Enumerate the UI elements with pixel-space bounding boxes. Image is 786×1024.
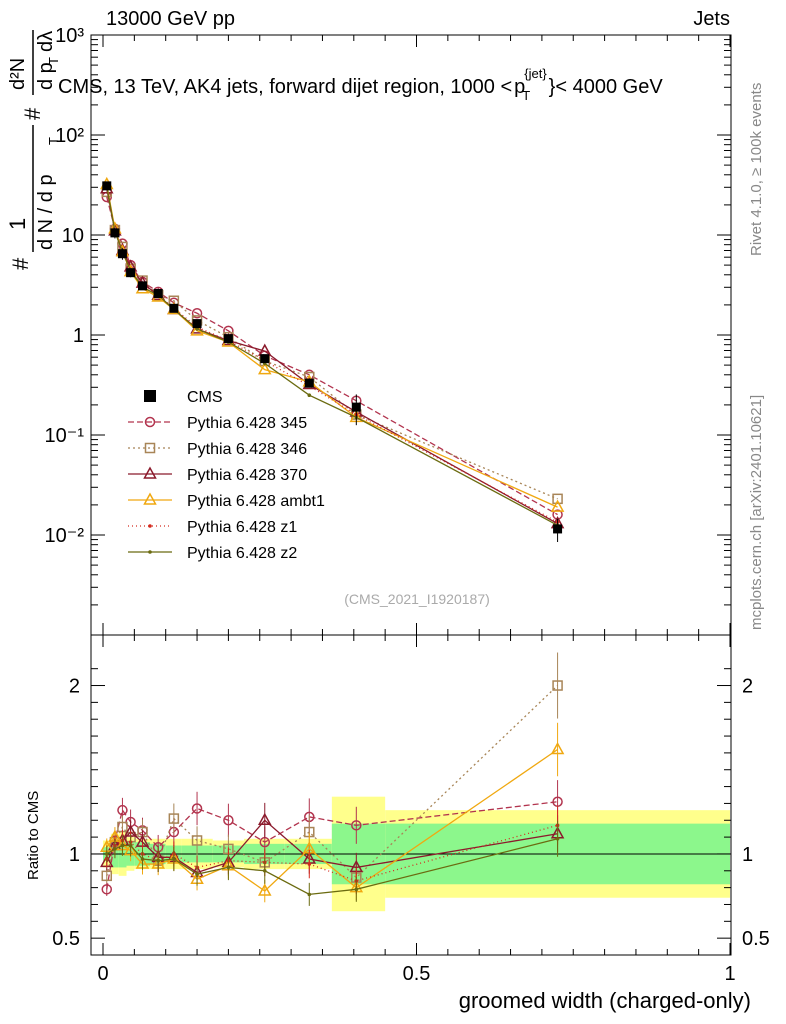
x-axis-label: groomed width (charged-only)	[459, 988, 751, 1013]
legend-marker	[143, 466, 157, 479]
data-point	[102, 181, 112, 191]
ratio-marker	[101, 884, 113, 895]
series-marker	[552, 493, 563, 505]
data-point	[138, 281, 148, 291]
svg-text:d N / d p: d N / d p	[35, 174, 57, 250]
y-tick-label: 10⁻²	[45, 525, 85, 547]
data-point	[126, 268, 136, 278]
ratio-plot-frame	[90, 634, 732, 956]
y-tick-label: 10⁻¹	[45, 425, 85, 447]
x-tick-label: 0.5	[403, 963, 431, 985]
legend-label: Pythia 6.428 ambt1	[187, 493, 325, 510]
data-point	[553, 524, 563, 534]
series-marker	[257, 362, 272, 375]
ratio-marker	[113, 847, 117, 851]
ratio-marker	[140, 857, 145, 861]
series-line-4	[106, 187, 558, 523]
ratio-tick-label-right: 1	[742, 844, 753, 866]
ratio-marker	[117, 804, 128, 816]
legend-marker	[148, 524, 152, 528]
ratio-marker	[128, 843, 133, 848]
legend-label: Pythia 6.428 346	[187, 441, 307, 458]
legend-marker	[143, 492, 157, 505]
svg-text:T: T	[46, 57, 61, 65]
ratio-marker	[101, 870, 113, 882]
ratio-marker	[104, 852, 109, 856]
x-tick-label: 1	[724, 963, 735, 985]
legend-marker	[148, 550, 152, 554]
svg-text:1: 1	[5, 218, 30, 230]
ratio-marker	[226, 865, 231, 870]
y-tick-label: 1	[73, 325, 84, 347]
header-left-label: 13000 GeV pp	[106, 8, 235, 30]
ratio-marker	[168, 813, 180, 824]
ratio-marker	[257, 883, 272, 896]
ratio-tick-label: 2	[69, 676, 80, 698]
series-line-2	[106, 188, 558, 525]
ratio-marker	[259, 836, 271, 848]
series-marker	[550, 499, 565, 512]
legend-marker	[144, 416, 156, 428]
svg-text:d²N: d²N	[7, 58, 29, 90]
svg-text:d p: d p	[35, 62, 57, 90]
ratio-marker	[307, 862, 312, 866]
data-point	[260, 354, 270, 364]
ratio-marker	[262, 868, 267, 873]
y-tick-label: 10³	[55, 25, 84, 47]
legend-marker-data	[144, 390, 156, 402]
legend-marker	[144, 442, 156, 454]
x-tick-label: 0	[97, 963, 108, 985]
ratio-marker	[172, 857, 176, 861]
ratio-marker	[191, 803, 203, 814]
legend-label: CMS	[187, 389, 223, 406]
legend: CMS Pythia 6.428 345 Pythia 6.428 346 Pythi…	[128, 389, 325, 562]
legend-label: Pythia 6.428 370	[187, 467, 307, 484]
chart-title: CMS, 13 TeV, AK4 jets, forward dijet reg…	[58, 66, 663, 103]
data-point	[169, 303, 179, 313]
series-line-5	[106, 185, 558, 526]
ratio-tick-label: 0.5	[52, 928, 80, 950]
series-line-1	[106, 191, 558, 500]
ratio-marker	[257, 812, 272, 826]
ratio-tick-label: 1	[69, 844, 80, 866]
svg-text:T: T	[46, 137, 61, 145]
ratio-marker	[555, 836, 560, 841]
ratio-tick-label-right: 0.5	[742, 928, 770, 950]
ratio-y-axis-label: Ratio to CMS	[25, 791, 42, 880]
ratio-tick-label-right: 2	[742, 676, 753, 698]
ratio-marker	[354, 887, 359, 892]
watermark-label: (CMS_2021_I1920187)	[344, 591, 490, 607]
ratio-marker	[191, 835, 203, 846]
legend-label: Pythia 6.428 345	[187, 415, 307, 432]
ratio-marker	[195, 872, 199, 876]
series-line-0	[106, 196, 558, 516]
data-point	[351, 402, 361, 412]
data-point	[153, 289, 163, 299]
data-point	[192, 319, 202, 329]
data-point	[117, 249, 127, 259]
header-right-label: Jets	[693, 8, 730, 30]
ratio-marker	[120, 843, 125, 848]
series-marker	[307, 393, 312, 398]
ratio-marker	[552, 680, 563, 691]
series-line-3	[106, 184, 558, 508]
legend-label: Pythia 6.428 z1	[187, 519, 297, 536]
ratio-marker	[307, 892, 312, 897]
y-axis-label: # 1 d N / d p T # d²N d p T dλ	[5, 30, 61, 270]
svg-text:#: #	[20, 107, 45, 120]
ratio-marker	[351, 820, 362, 831]
svg-text:#: #	[8, 257, 33, 270]
y-tick-label: 10	[62, 225, 84, 247]
legend-label: Pythia 6.428 z2	[187, 545, 297, 562]
ratio-marker	[156, 858, 160, 863]
data-point	[110, 228, 120, 238]
data-point	[304, 378, 314, 388]
svg-text:dλ: dλ	[35, 31, 57, 52]
series-marker	[191, 308, 203, 319]
data-point	[223, 334, 233, 344]
ratio-marker	[223, 815, 234, 826]
ratio-marker	[550, 741, 565, 755]
y-tick-label: 10²	[55, 125, 84, 147]
